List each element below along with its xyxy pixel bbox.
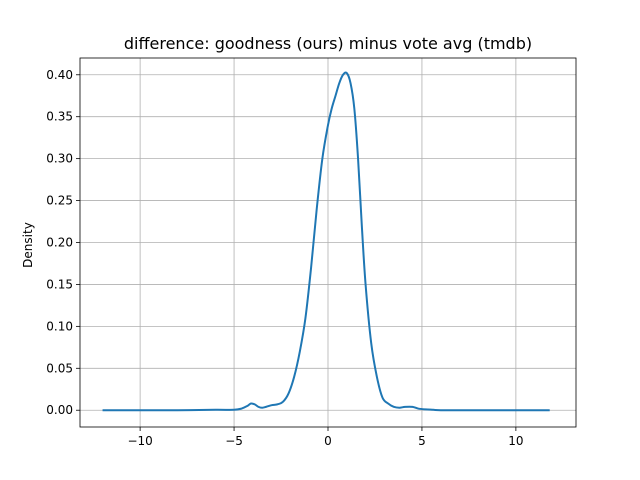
x-tick-label: −10	[127, 434, 152, 448]
y-tick-label: 0.30	[46, 152, 73, 166]
y-tick-label: 0.35	[46, 110, 73, 124]
series-layer	[102, 71, 550, 412]
x-tick-label: 0	[324, 434, 332, 448]
y-tick-label: 0.40	[46, 68, 73, 82]
y-axis-label: Density	[21, 222, 35, 268]
plot-frame	[79, 57, 577, 428]
y-tick-label: 0.15	[46, 277, 73, 291]
y-tick-label: 0.25	[46, 194, 73, 208]
y-tick-label: 0.05	[46, 361, 73, 375]
x-tick-label: 10	[508, 434, 523, 448]
y-tick-label: 0.10	[46, 319, 73, 333]
density-curve	[102, 71, 550, 412]
x-tick-label: −5	[225, 434, 243, 448]
y-tick-label: 0.20	[46, 236, 73, 250]
x-tick-label: 5	[418, 434, 426, 448]
y-tick-label: 0.00	[46, 403, 73, 417]
chart-title: difference: goodness (ours) minus vote a…	[124, 34, 532, 53]
axis-layer: −10 −5 0 5 10 0.00 0.05 0.10 0.15 0.20 0.25 0.30 0.3…	[46, 57, 577, 448]
